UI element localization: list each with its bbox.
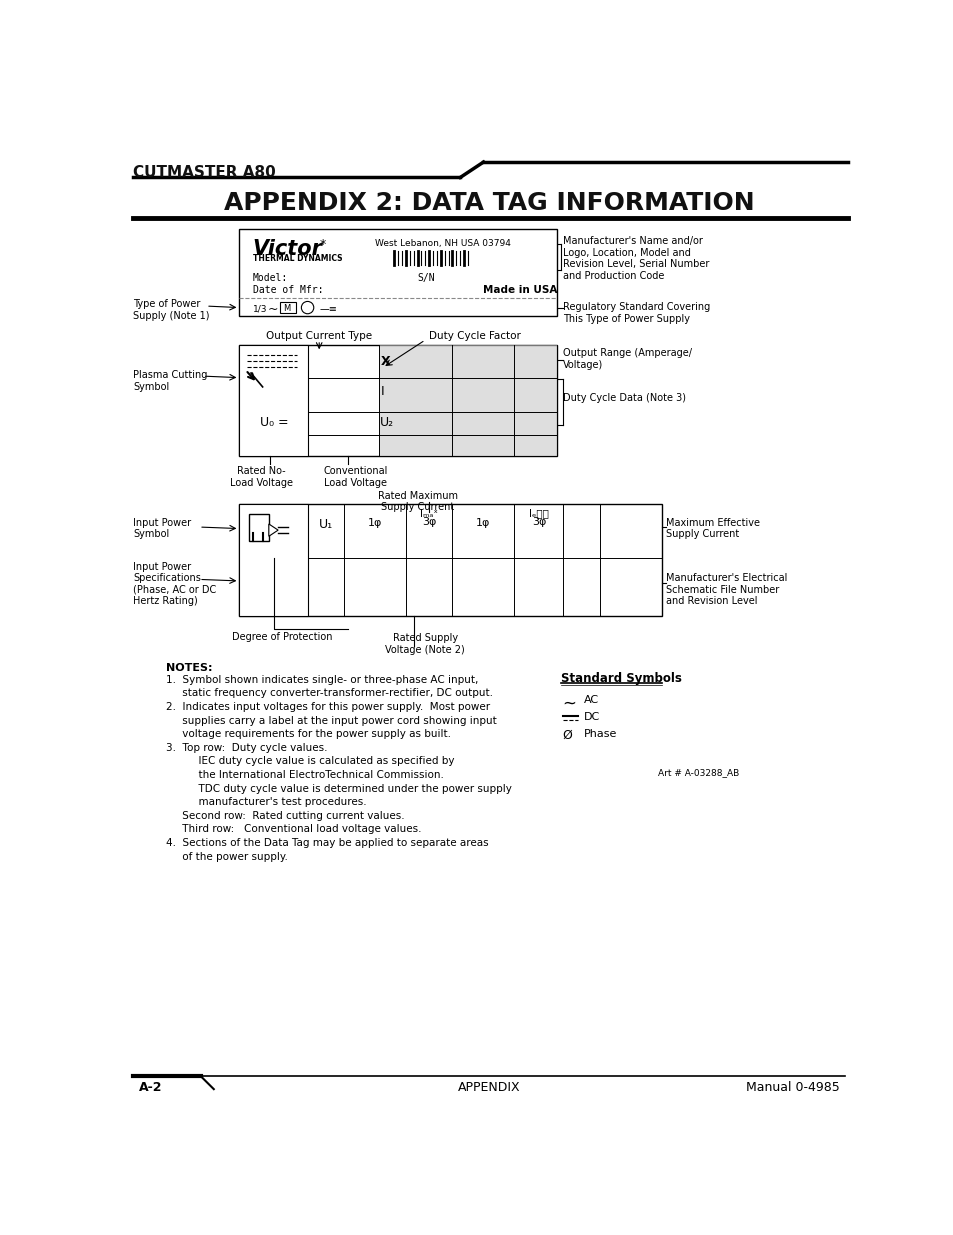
Text: Manufacturer's Electrical
Schematic File Number
and Revision Level: Manufacturer's Electrical Schematic File… bbox=[666, 573, 787, 606]
Text: M: M bbox=[282, 304, 290, 312]
Bar bbox=[239, 228, 557, 316]
Text: *: * bbox=[319, 237, 325, 251]
Bar bbox=[239, 345, 307, 456]
Text: West Lebanon, NH USA 03794: West Lebanon, NH USA 03794 bbox=[375, 240, 511, 248]
Text: Victor: Victor bbox=[253, 240, 322, 259]
Text: Manual 0-4985: Manual 0-4985 bbox=[745, 1082, 840, 1094]
Bar bbox=[239, 504, 661, 615]
Text: Art # A-03288_AB: Art # A-03288_AB bbox=[658, 768, 739, 777]
Text: Type of Power
Supply (Note 1): Type of Power Supply (Note 1) bbox=[133, 299, 210, 321]
Bar bbox=[249, 514, 269, 541]
Text: Model:: Model: bbox=[253, 273, 288, 283]
Text: NOTES:: NOTES: bbox=[166, 662, 212, 673]
Text: 1/3: 1/3 bbox=[253, 305, 267, 314]
Text: Output Current Type: Output Current Type bbox=[266, 331, 372, 341]
Text: ~: ~ bbox=[562, 695, 576, 713]
Text: DC: DC bbox=[583, 711, 599, 721]
Text: Output Range (Amperage/
Voltage): Output Range (Amperage/ Voltage) bbox=[562, 348, 691, 370]
Text: CUTMASTER A80: CUTMASTER A80 bbox=[133, 165, 275, 180]
Text: Ø: Ø bbox=[562, 729, 572, 742]
Text: Input Power
Symbol: Input Power Symbol bbox=[133, 517, 192, 540]
Text: Made in USA: Made in USA bbox=[483, 285, 558, 295]
Text: APPENDIX: APPENDIX bbox=[457, 1082, 519, 1094]
Text: Conventional
Load Voltage: Conventional Load Voltage bbox=[323, 466, 388, 488]
Text: 1φ: 1φ bbox=[476, 517, 490, 527]
Text: Duty Cycle Data (Note 3): Duty Cycle Data (Note 3) bbox=[562, 393, 685, 403]
Text: I: I bbox=[381, 385, 384, 399]
Text: S/N: S/N bbox=[417, 273, 435, 283]
Text: Iₘₐˣ: Iₘₐˣ bbox=[420, 509, 437, 519]
Text: ~: ~ bbox=[268, 303, 278, 316]
Text: Maximum Effective
Supply Current: Maximum Effective Supply Current bbox=[666, 517, 760, 540]
Bar bbox=[239, 504, 307, 615]
Bar bbox=[378, 345, 557, 456]
Text: Degree of Protection: Degree of Protection bbox=[232, 632, 332, 642]
Text: Plasma Cutting
Symbol: Plasma Cutting Symbol bbox=[133, 370, 208, 391]
Text: AC: AC bbox=[583, 695, 598, 705]
Text: 1φ: 1φ bbox=[368, 517, 382, 527]
Bar bbox=[280, 303, 295, 312]
Text: Regulatory Standard Covering
This Type of Power Supply: Regulatory Standard Covering This Type o… bbox=[562, 303, 709, 324]
Text: Rated Supply
Voltage (Note 2): Rated Supply Voltage (Note 2) bbox=[385, 634, 465, 655]
Text: —≡: —≡ bbox=[319, 304, 336, 314]
Text: U₀ =: U₀ = bbox=[260, 416, 289, 429]
Text: Manufacturer's Name and/or
Logo, Location, Model and
Revision Level, Serial Numb: Manufacturer's Name and/or Logo, Locatio… bbox=[562, 236, 708, 280]
Text: 3φ: 3φ bbox=[421, 517, 436, 527]
Text: 3φ: 3φ bbox=[532, 517, 546, 527]
Text: Rated Maximum
Supply Current: Rated Maximum Supply Current bbox=[377, 490, 457, 513]
Text: Iₑᵯᵯ: Iₑᵯᵯ bbox=[529, 509, 549, 519]
Text: Rated No-
Load Voltage: Rated No- Load Voltage bbox=[230, 466, 293, 488]
Text: A-2: A-2 bbox=[138, 1082, 162, 1094]
Text: Date of Mfr:: Date of Mfr: bbox=[253, 285, 323, 295]
Text: Input Power
Specifications
(Phase, AC or DC
Hertz Rating): Input Power Specifications (Phase, AC or… bbox=[133, 562, 216, 606]
Text: THERMAL DYNAMICS: THERMAL DYNAMICS bbox=[253, 254, 342, 263]
Text: 1.  Symbol shown indicates single- or three-phase AC input,
     static frequenc: 1. Symbol shown indicates single- or thr… bbox=[166, 674, 511, 862]
Polygon shape bbox=[269, 524, 278, 536]
Bar bbox=[239, 345, 557, 456]
Text: Standard Symbols: Standard Symbols bbox=[560, 672, 681, 684]
Text: Duty Cycle Factor: Duty Cycle Factor bbox=[429, 331, 520, 341]
Text: U₂: U₂ bbox=[379, 416, 394, 429]
Text: Phase: Phase bbox=[583, 729, 617, 739]
Text: U₁: U₁ bbox=[318, 517, 333, 531]
Text: X: X bbox=[381, 354, 391, 368]
Text: APPENDIX 2: DATA TAG INFORMATION: APPENDIX 2: DATA TAG INFORMATION bbox=[223, 190, 754, 215]
